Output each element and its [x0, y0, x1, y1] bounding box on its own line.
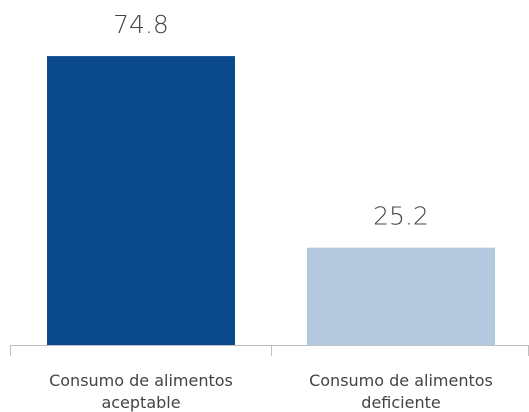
data-label: 25.2 [373, 202, 429, 231]
x-tick-label: Consumo de alimentos aceptable [49, 371, 233, 412]
x-tick-label: Consumo de alimentos deficiente [309, 371, 493, 412]
bar [307, 247, 495, 345]
bar [47, 56, 235, 346]
data-label: 74.8 [113, 10, 169, 39]
